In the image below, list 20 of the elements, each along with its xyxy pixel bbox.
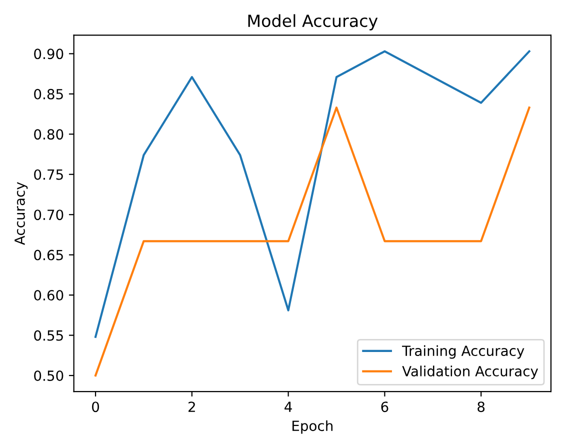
chart-title: Model Accuracy <box>248 14 378 30</box>
legend-label: Training Accuracy <box>402 345 524 359</box>
y-tick-label: 0.65 <box>34 250 63 260</box>
y-tick-label: 0.90 <box>34 48 64 60</box>
x-axis-title: Epoch <box>292 420 332 434</box>
x-tick-label: 4 <box>284 402 292 412</box>
y-tick-label: 0.85 <box>34 88 63 100</box>
x-tick-label: 8 <box>478 402 485 412</box>
y-tick-label: 0.50 <box>34 370 64 381</box>
y-tick-label: 0.55 <box>34 330 63 341</box>
y-tick-label: 0.70 <box>34 210 64 220</box>
legend-label: Validation Accuracy <box>402 366 538 380</box>
line-series <box>94 50 530 338</box>
x-tick-label: 0 <box>92 402 100 412</box>
y-axis-title: Accuracy <box>14 182 28 245</box>
x-tick-label: 6 <box>381 402 388 412</box>
y-tick-label: 0.80 <box>34 129 64 140</box>
y-tick-label: 0.60 <box>34 290 64 301</box>
y-tick-label: 0.75 <box>34 169 63 180</box>
x-tick-label: 2 <box>188 402 195 412</box>
